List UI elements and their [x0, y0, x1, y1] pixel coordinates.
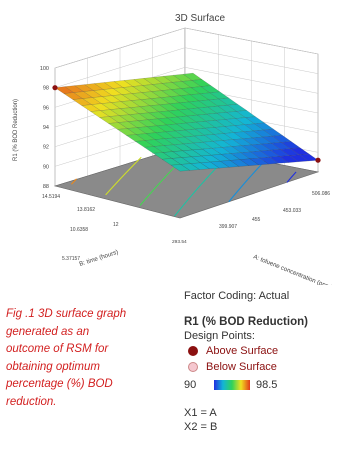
z-tick-label: 92 — [43, 145, 49, 151]
chart-title: 3D Surface — [175, 13, 225, 24]
x-axis-label: A: toluene concentration (ppm) — [252, 253, 333, 285]
color-scale: 90 98.5 — [184, 378, 340, 392]
x-tick-label: 399.907 — [219, 224, 237, 230]
axis-ticks: 88 90 92 94 96 98 100 5.37157 10.6358 13.8162 14.5… — [40, 66, 330, 262]
factor-coding: Factor Coding: Actual — [184, 290, 290, 302]
x-tick-label: 453.033 — [283, 208, 301, 214]
y-tick-label: 10.6358 — [70, 227, 88, 233]
design-points — [52, 85, 321, 163]
y-tick-label: 12 — [113, 222, 119, 228]
scale-gradient — [214, 380, 250, 390]
figure-caption: Fig .1 3D surface graph generated as an … — [6, 306, 156, 412]
design-point — [52, 85, 58, 91]
legend-below: Below Surface — [184, 360, 340, 374]
caption-line: Fig .1 3D surface graph — [6, 308, 127, 320]
z-axis-label: R1 (% BOD Reduction) — [13, 99, 19, 161]
above-surface-label: Above Surface — [206, 345, 279, 357]
above-surface-marker — [188, 346, 198, 356]
y-tick-label: 5.37157 — [62, 256, 80, 262]
z-tick-label: 94 — [43, 125, 49, 131]
surface-patch — [298, 153, 319, 162]
below-surface-marker — [188, 362, 198, 372]
z-tick-label: 88 — [43, 184, 49, 190]
design-points-label: Design Points: — [184, 330, 255, 342]
y-axis-label: B: time (hours) — [78, 249, 119, 268]
y-tick-label: 293.54 — [172, 239, 187, 245]
scale-high: 98.5 — [256, 379, 278, 391]
below-surface-label: Below Surface — [206, 361, 277, 373]
floor-contour-line — [71, 178, 77, 185]
z-tick-label: 96 — [43, 105, 49, 111]
floor-contour-line — [228, 159, 266, 203]
legend-panel: Factor Coding: Actual R1 (% BOD Reductio… — [184, 290, 340, 434]
z-tick-label: 98 — [43, 86, 49, 92]
z-tick-label: 90 — [43, 164, 49, 170]
caption-line: percentage (%) BOD — [6, 378, 113, 391]
x-tick-label: 455 — [252, 217, 261, 223]
caption-line: obtaining optimum — [6, 360, 100, 373]
factor-definitions: X1 = A X2 = B — [184, 406, 340, 434]
x-tick-label: 506.086 — [312, 191, 330, 197]
floor-contour-line — [105, 156, 142, 196]
y-tick-label: 13.8162 — [77, 207, 95, 213]
scale-low: 90 — [184, 379, 197, 391]
surface-chart: 3D Surface R1 (% BOD Reduction) A: tolue… — [13, 13, 333, 285]
factor-x2: X2 = B — [184, 421, 218, 433]
response-surface — [54, 72, 319, 172]
response-title: R1 (% BOD Reduction) — [184, 316, 308, 328]
caption-line: outcome of RSM for — [6, 343, 109, 356]
caption-line: generated as an — [6, 325, 90, 338]
factor-x1: X1 = A — [184, 407, 217, 419]
y-tick-label: 14.5194 — [42, 194, 60, 200]
floor-contour-line — [286, 171, 297, 183]
legend-above: Above Surface — [184, 344, 340, 358]
design-point — [315, 157, 321, 163]
z-tick-label: 100 — [40, 66, 49, 72]
caption-line: reduction. — [6, 395, 57, 408]
